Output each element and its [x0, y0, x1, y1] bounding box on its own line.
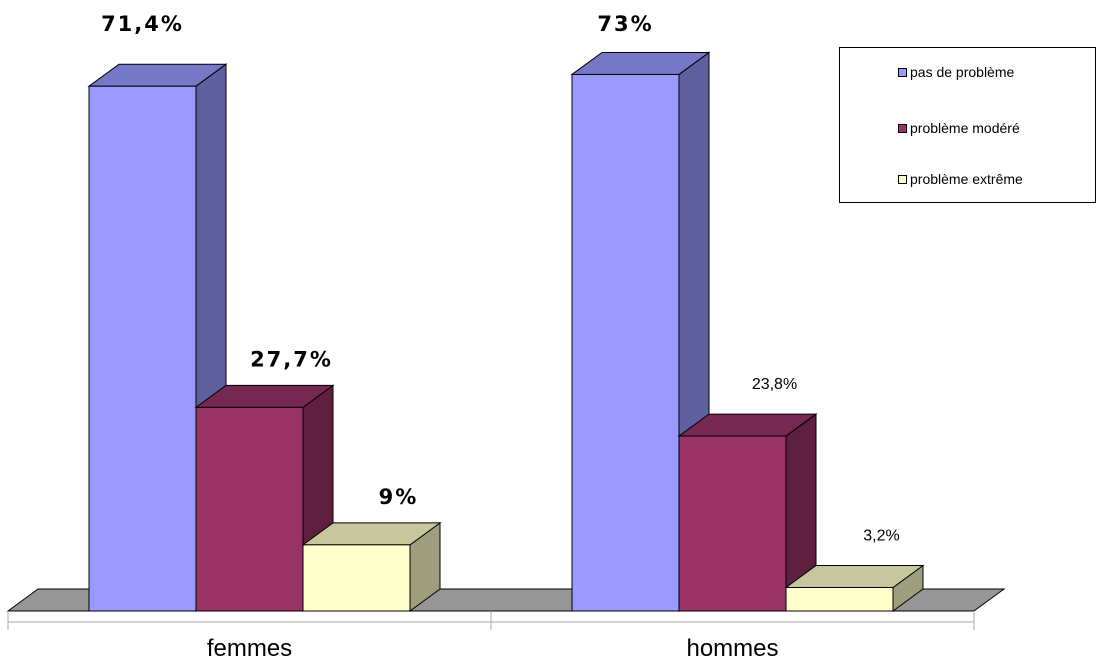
bar — [677, 413, 818, 612]
legend-item-probleme-modere: problème modéré — [898, 120, 1020, 136]
category-label: hommes — [686, 635, 778, 662]
legend-item-probleme-extreme: problème extrême — [898, 171, 1023, 187]
data-labels: 71,4% 73% 27,7% 23,8% 9% 3,2% — [101, 12, 900, 544]
data-label: 9% — [379, 485, 419, 509]
x-axis: femmes hommes — [7, 611, 975, 662]
bar-front — [678, 435, 787, 612]
legend-label-probleme-extreme: problème extrême — [910, 171, 1023, 187]
data-label: 73% — [597, 12, 653, 36]
legend-swatch-probleme-extreme — [898, 174, 907, 184]
legend-label-pas-de-probleme: pas de problème — [910, 64, 1015, 80]
bar-front — [785, 586, 894, 612]
legend-label-probleme-modere: problème modéré — [910, 120, 1020, 136]
bar-front — [88, 85, 197, 612]
data-label: 3,2% — [863, 527, 899, 544]
category-label: femmes — [207, 635, 292, 662]
legend: pas de problème problème modéré problème… — [839, 47, 1096, 203]
bar-front — [571, 73, 680, 612]
bar-front — [302, 544, 411, 612]
data-label: 23,8% — [752, 376, 797, 393]
legend-swatch-pas-de-probleme — [898, 67, 907, 77]
legend-swatch-probleme-modere — [898, 123, 907, 133]
bar — [784, 564, 925, 612]
legend-item-pas-de-probleme: pas de problème — [898, 64, 1014, 80]
bars — [87, 51, 925, 612]
data-label: 27,7% — [250, 347, 333, 371]
bar — [570, 51, 711, 612]
bar-front — [195, 406, 304, 612]
bar — [301, 521, 442, 612]
data-label: 71,4% — [101, 12, 184, 36]
